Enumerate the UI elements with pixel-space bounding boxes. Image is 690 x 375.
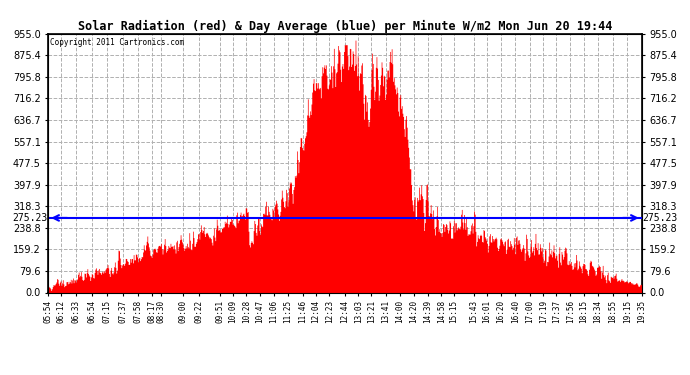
- Text: 275.23: 275.23: [642, 213, 678, 223]
- Text: Copyright 2011 Cartronics.com: Copyright 2011 Cartronics.com: [50, 38, 184, 46]
- Text: 275.23: 275.23: [12, 213, 48, 223]
- Title: Solar Radiation (red) & Day Average (blue) per Minute W/m2 Mon Jun 20 19:44: Solar Radiation (red) & Day Average (blu…: [78, 20, 612, 33]
